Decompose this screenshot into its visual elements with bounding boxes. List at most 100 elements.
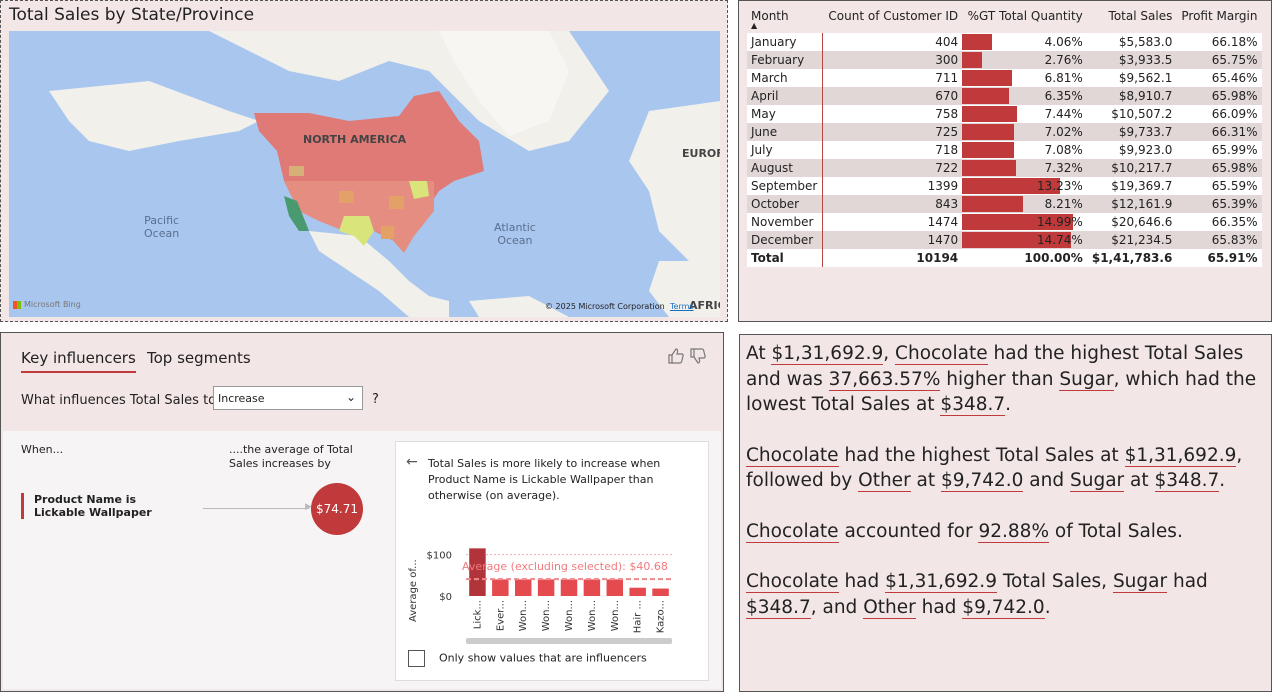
narrative-text-run: . [1044, 596, 1051, 618]
narrative-text-run: higher than [940, 368, 1060, 390]
table-body: January 404 4.06% $5,583.0 66.18% February 300… [747, 33, 1262, 267]
cell-count: 1474 [822, 213, 963, 231]
narrative-value: $348.7 [1154, 470, 1220, 492]
map-title: Total Sales by State/Province [9, 5, 255, 25]
bar-2 [514, 579, 532, 596]
key-influencers-visual[interactable]: Key influencers Top segments What influe… [0, 332, 724, 692]
only-influencers-checkbox[interactable] [408, 650, 425, 667]
narrative-paragraph-1: At $1,31,692.9, Chocolate had the highes… [746, 341, 1266, 418]
influencer-item[interactable]: Product Name is Lickable Wallpaper [21, 493, 184, 519]
column-header-month[interactable]: Month ▲ [747, 9, 823, 33]
narrative-text-run: at [1124, 470, 1155, 491]
narrative-text-run: , [883, 343, 896, 364]
gt-data-bar [962, 106, 1017, 122]
influence-bubble[interactable]: $74.71 [311, 483, 363, 535]
narrative-text-run: and [1023, 470, 1070, 491]
narrative-value: $1,31,692.9 [1124, 444, 1237, 467]
map-visual[interactable]: Total Sales by State/Province [0, 0, 728, 322]
cell-month: April [747, 87, 824, 105]
cell-count: 843 [822, 195, 963, 213]
matrix-visual[interactable]: Month ▲ Count of Customer ID %GT Total Qu… [738, 0, 1272, 322]
cell-margin: 65.98% [1176, 159, 1262, 177]
narrative-text-run: , and [810, 596, 864, 618]
cell-sales: $8,910.7 [1086, 87, 1177, 105]
influence-question: What influences Total Sales to [21, 393, 217, 408]
table-row[interactable]: January 404 4.06% $5,583.0 66.18% [747, 33, 1262, 51]
gt-data-bar [962, 88, 1009, 104]
table-row[interactable]: September 1399 13.23% $19,369.7 65.59% [747, 177, 1262, 195]
cell-gt-quantity: 7.02% [962, 123, 1087, 141]
table-row[interactable]: November 1474 14.99% $20,646.6 66.35% [747, 213, 1262, 231]
cell-margin: 66.31% [1176, 123, 1262, 141]
gt-value: 7.44% [1044, 107, 1083, 121]
column-header-gt[interactable]: %GT Total Quantity [967, 9, 1083, 23]
only-influencers-option[interactable]: Only show values that are influencers [408, 650, 647, 667]
tab-key-influencers[interactable]: Key influencers [21, 349, 136, 373]
cell-month: December [747, 231, 824, 249]
narrative-text-run: . [1005, 394, 1012, 415]
narrative-value: Sugar [1070, 470, 1125, 492]
table-row[interactable]: August 722 7.32% $10,217.7 65.98% [747, 159, 1262, 177]
table-total-row: Total 10194 100.00% $1,41,783.6 65.91% [747, 249, 1262, 267]
column-header-count[interactable]: Count of Customer ID [828, 9, 959, 23]
table-row[interactable]: December 1470 14.74% $21,234.5 65.83% [747, 231, 1262, 249]
cell-sales: $10,507.2 [1086, 105, 1177, 123]
cell-count: 670 [822, 87, 963, 105]
tab-top-segments[interactable]: Top segments [147, 349, 251, 367]
cell-gt-quantity: 14.74% [962, 231, 1087, 249]
cell-month: May [747, 105, 824, 123]
cell-sales: $10,217.7 [1086, 159, 1177, 177]
gt-data-bar [962, 70, 1013, 86]
gt-value: 2.76% [1044, 53, 1083, 67]
table-row[interactable]: April 670 6.35% $8,910.7 65.98% [747, 87, 1262, 105]
narrative-text-run: , which had the lowest Total Sales at [746, 368, 1257, 416]
sort-ascending-icon[interactable]: ▲ [751, 21, 758, 30]
map-label-north-america: NORTH AMERICA [303, 133, 407, 146]
narrative-value: Chocolate [746, 444, 839, 467]
table-row[interactable]: June 725 7.02% $9,733.7 66.31% [747, 123, 1262, 141]
thumbs-down-icon[interactable] [690, 348, 706, 364]
back-arrow-icon[interactable]: ← [406, 454, 418, 470]
total-gt-value: 100.00% [1024, 251, 1083, 265]
smart-narrative-visual[interactable]: At $1,31,692.9, Chocolate had the highes… [739, 334, 1272, 692]
narrative-value: Other [858, 470, 911, 492]
table-row[interactable]: May 758 7.44% $10,507.2 66.09% [747, 105, 1262, 123]
narrative-value: Other [863, 596, 916, 619]
table-row[interactable]: February 300 2.76% $3,933.5 65.75% [747, 51, 1262, 69]
cell-month: July [747, 141, 824, 159]
y-axis-title: Average of... [408, 559, 419, 622]
narrative-value: $348.7 [940, 394, 1006, 416]
when-label: When... [21, 443, 64, 456]
table-row[interactable]: March 711 6.81% $9,562.1 65.46% [747, 69, 1262, 87]
bing-logo: Microsoft Bing [13, 300, 81, 309]
bar-1 [492, 579, 509, 596]
cell-sales: $9,562.1 [1086, 69, 1177, 87]
narrative-text-run: Total Sales, [996, 571, 1113, 592]
narrative-text: At $1,31,692.9, Chocolate had the highes… [746, 341, 1266, 645]
increase-dropdown[interactable]: Increase ⌄ [213, 386, 363, 410]
map-label-atlantic: Atlantic Ocean [494, 221, 536, 247]
map-label-europe: EUROF [682, 147, 720, 160]
filled-map[interactable]: NORTH AMERICA Pacific Ocean Atlantic Oce… [9, 31, 720, 317]
total-label: Total [747, 249, 824, 267]
cell-gt-quantity: 2.76% [962, 51, 1087, 69]
cell-count: 718 [822, 141, 963, 159]
narrative-paragraph-3: Chocolate accounted for 92.88% of Total … [746, 519, 1266, 545]
help-question-mark[interactable]: ? [372, 392, 379, 407]
table-row[interactable]: October 843 8.21% $12,161.9 65.39% [747, 195, 1262, 213]
column-header-margin[interactable]: Profit Margin [1181, 9, 1258, 23]
thumbs-up-icon[interactable] [668, 348, 684, 364]
x-tick-label: Won... [541, 600, 552, 631]
total-margin: 65.91% [1176, 249, 1262, 267]
narrative-value: Sugar [1059, 368, 1114, 391]
cell-count: 404 [822, 33, 963, 51]
cell-sales: $5,583.0 [1086, 33, 1177, 51]
terms-link[interactable]: Terms [670, 302, 694, 311]
table-row[interactable]: July 718 7.08% $9,923.0 65.99% [747, 141, 1262, 159]
gt-data-bar [962, 52, 983, 68]
narrative-text-run: had [1167, 571, 1208, 592]
x-tick-label: Won... [564, 600, 575, 631]
column-header-sales[interactable]: Total Sales [1108, 9, 1173, 23]
cell-month: February [747, 51, 824, 69]
cell-margin: 65.75% [1176, 51, 1262, 69]
